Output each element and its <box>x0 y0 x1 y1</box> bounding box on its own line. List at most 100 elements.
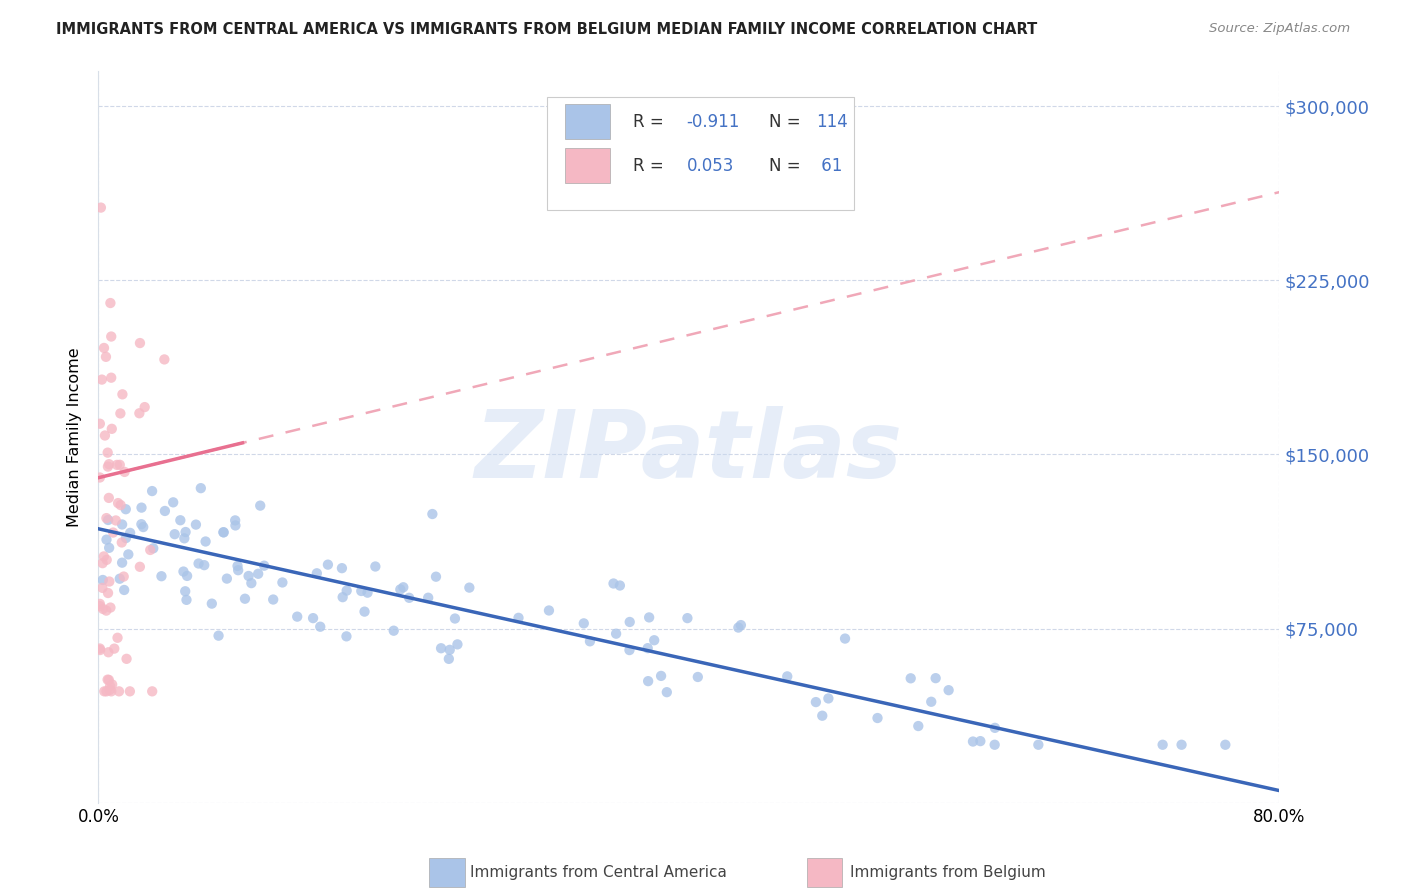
Point <box>262 592 284 607</box>
Point <box>111 535 134 549</box>
Text: Source: ZipAtlas.com: Source: ZipAtlas.com <box>1209 22 1350 36</box>
Point <box>114 465 136 479</box>
Point <box>332 590 354 604</box>
Point <box>107 631 129 645</box>
Point <box>91 581 114 595</box>
Point <box>224 518 246 533</box>
Point <box>271 575 294 590</box>
Point <box>97 513 120 527</box>
Text: Immigrants from Central America: Immigrants from Central America <box>471 864 727 880</box>
Point <box>115 652 138 666</box>
Point <box>96 604 118 618</box>
Point <box>89 641 111 656</box>
Point <box>132 520 155 534</box>
Point <box>97 586 120 600</box>
Text: Immigrants from Belgium: Immigrants from Belgium <box>849 864 1045 880</box>
Point <box>110 406 132 420</box>
Point <box>90 373 112 387</box>
Point <box>117 548 139 562</box>
Point <box>350 584 373 599</box>
Point <box>201 597 224 611</box>
Point <box>938 683 960 698</box>
Point <box>89 599 111 614</box>
Point <box>173 532 195 546</box>
Point <box>128 406 150 420</box>
Point <box>249 499 271 513</box>
Point <box>100 600 122 615</box>
Text: R =: R = <box>634 112 669 131</box>
Point <box>98 574 121 589</box>
Point <box>686 670 709 684</box>
Point <box>96 553 118 567</box>
Y-axis label: Median Family Income: Median Family Income <box>67 347 83 527</box>
Point <box>97 673 120 687</box>
Point <box>97 673 120 687</box>
Text: 114: 114 <box>817 112 848 131</box>
Point <box>900 671 922 685</box>
Point <box>422 507 444 521</box>
Point <box>101 422 124 436</box>
Point <box>356 585 378 599</box>
Point <box>215 572 238 586</box>
Point <box>114 502 136 516</box>
Point <box>817 691 839 706</box>
Point <box>392 580 415 594</box>
Text: ZIPatlas: ZIPatlas <box>475 406 903 498</box>
Point <box>353 605 375 619</box>
Point <box>131 517 153 532</box>
Point <box>100 370 122 384</box>
Point <box>104 513 127 527</box>
Point <box>1152 738 1174 752</box>
Point <box>637 674 659 689</box>
Point <box>108 572 131 586</box>
Point <box>305 566 328 581</box>
Point <box>811 708 834 723</box>
Point <box>105 458 128 472</box>
Point <box>444 611 467 625</box>
Point <box>90 201 112 215</box>
Text: -0.911: -0.911 <box>686 112 740 131</box>
Point <box>101 677 124 691</box>
Point <box>920 695 942 709</box>
Text: N =: N = <box>769 157 806 175</box>
Point <box>776 669 799 683</box>
Point <box>446 637 468 651</box>
Point <box>176 569 198 583</box>
Point <box>169 513 191 527</box>
Point <box>727 621 749 635</box>
Point <box>115 531 138 545</box>
Point <box>382 624 405 638</box>
Point <box>187 557 209 571</box>
Point <box>650 669 672 683</box>
Point <box>97 491 120 505</box>
Point <box>389 582 412 597</box>
Point <box>253 558 276 573</box>
Text: 61: 61 <box>817 157 842 175</box>
Point <box>134 400 156 414</box>
Point <box>335 629 357 643</box>
Point <box>907 719 929 733</box>
Point <box>100 684 122 698</box>
Point <box>131 500 153 515</box>
Point <box>193 558 215 573</box>
Point <box>139 543 162 558</box>
Point <box>110 498 132 512</box>
Point <box>1170 738 1192 752</box>
Point <box>637 641 659 656</box>
Point <box>643 633 665 648</box>
Point <box>91 556 114 570</box>
Text: R =: R = <box>634 157 669 175</box>
Point <box>163 527 186 541</box>
Point <box>112 582 135 597</box>
Point <box>1028 738 1050 752</box>
Point <box>194 534 217 549</box>
Point <box>89 417 111 431</box>
Point <box>309 620 332 634</box>
Point <box>100 296 122 310</box>
Bar <box>429 858 464 887</box>
Point <box>129 336 152 351</box>
Point <box>172 565 194 579</box>
Point <box>98 457 121 471</box>
Point <box>89 643 111 657</box>
Point <box>97 445 120 459</box>
